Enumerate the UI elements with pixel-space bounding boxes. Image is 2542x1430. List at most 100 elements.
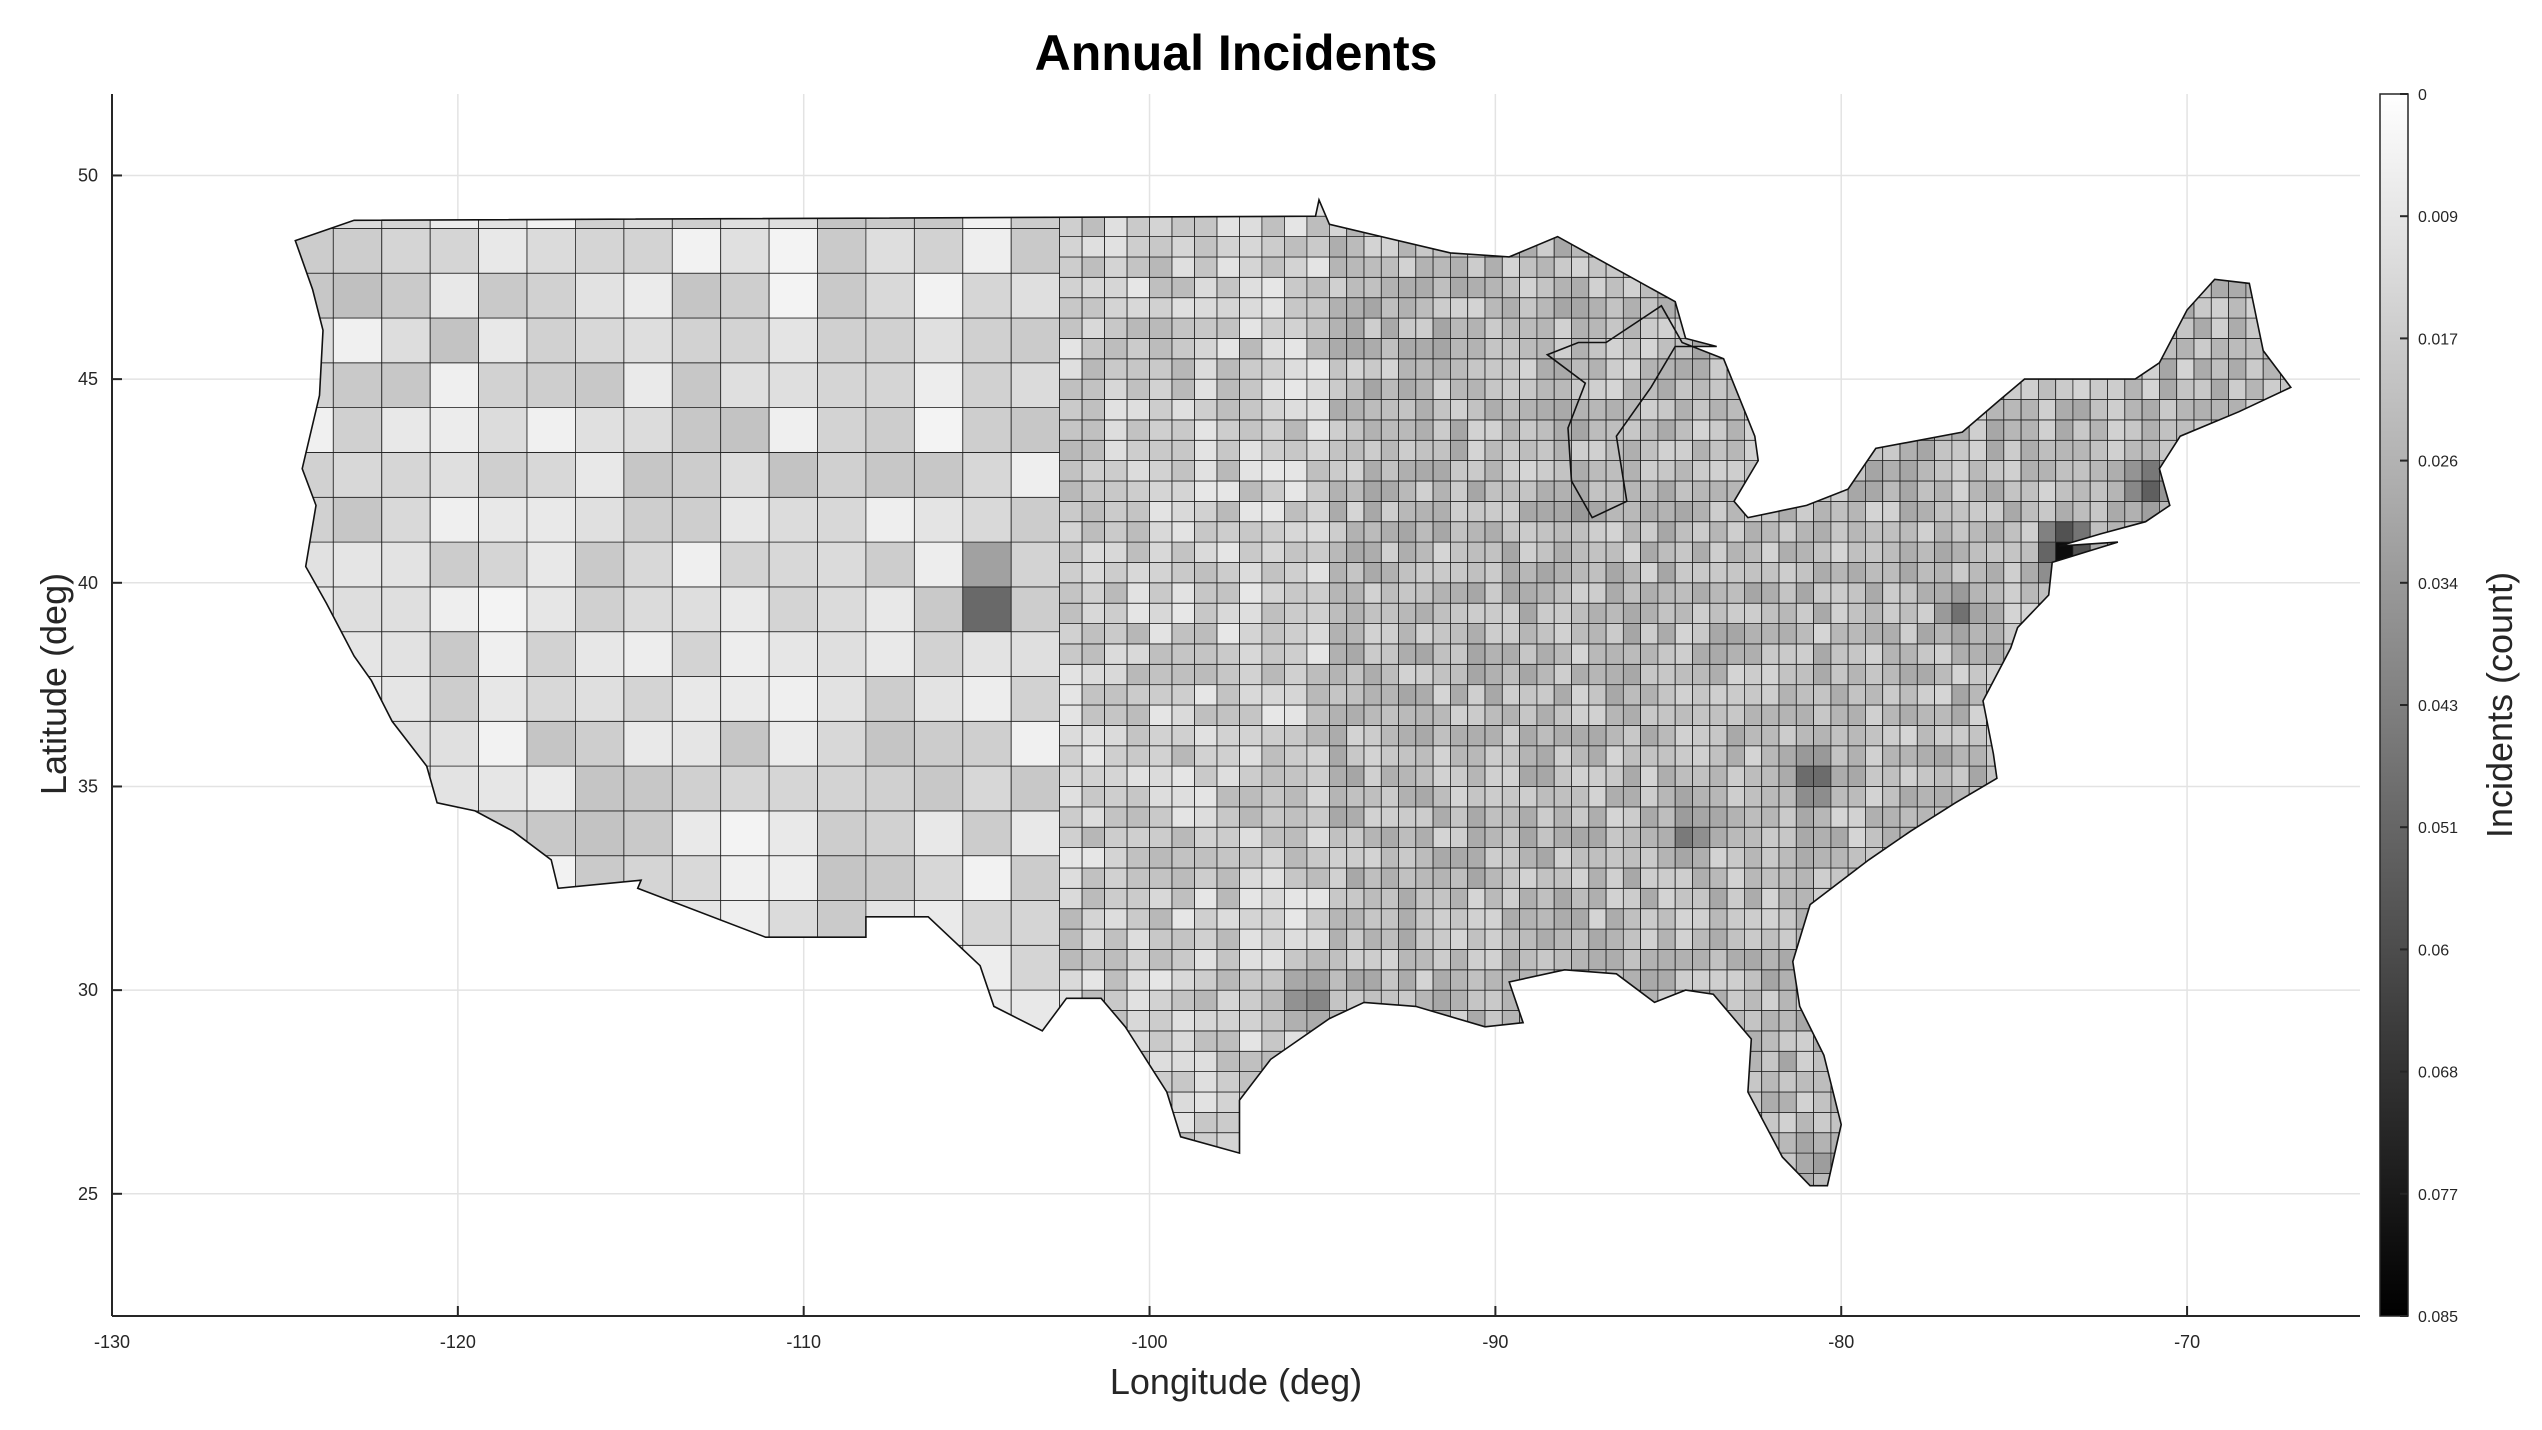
county-cell	[2055, 1091, 2074, 1113]
county-cell	[1588, 684, 1607, 706]
county-cell	[1484, 378, 1503, 400]
county-cell	[1126, 1173, 1150, 1186]
county-cell	[2176, 1050, 2195, 1072]
county-cell	[1865, 1071, 1884, 1093]
county-cell	[2089, 419, 2108, 441]
county-cell	[1450, 337, 1469, 360]
county-cell	[1329, 765, 1348, 787]
county-cell	[1216, 215, 1240, 237]
county-cell	[1986, 969, 2005, 991]
county-cell	[1674, 949, 1693, 971]
county-cell	[1216, 908, 1240, 930]
county-cell	[2020, 1050, 2039, 1072]
county-cell	[1149, 806, 1173, 828]
county-cell	[1916, 317, 1936, 339]
county-cell	[1216, 1091, 1240, 1113]
county-cell	[2072, 500, 2091, 523]
county-cell	[2107, 1111, 2126, 1134]
county-cell	[1519, 663, 1538, 686]
county-cell	[1986, 358, 2005, 380]
county-cell	[1501, 541, 1521, 563]
county-cell	[1726, 562, 1745, 584]
county-cell	[1010, 452, 1061, 498]
county-cell	[1622, 1173, 1642, 1186]
county-cell	[2072, 419, 2091, 441]
county-cell	[2072, 684, 2091, 706]
county-cell	[1778, 419, 1797, 441]
county-cell	[1284, 1111, 1308, 1134]
county-cell	[575, 586, 625, 633]
county-cell	[1059, 337, 1083, 360]
county-cell	[1778, 602, 1797, 625]
county-cell	[2072, 1030, 2091, 1052]
county-cell	[1795, 521, 1815, 543]
county-cell	[1536, 989, 1555, 1011]
county-cell	[1588, 317, 1607, 339]
county-cell	[1916, 745, 1936, 767]
county-cell	[2107, 399, 2126, 421]
county-cell	[1640, 847, 1659, 869]
county-cell	[1484, 317, 1503, 339]
county-cell	[1674, 500, 1693, 523]
county-cell	[1432, 1152, 1451, 1174]
county-cell	[1239, 949, 1263, 971]
county-cell	[671, 586, 722, 633]
county-cell	[2262, 1010, 2281, 1032]
county-cell	[2055, 215, 2074, 237]
county-cell	[1674, 643, 1693, 665]
county-cell	[1501, 663, 1521, 686]
county-cell	[720, 810, 770, 857]
county-cell	[2176, 358, 2195, 380]
county-cell	[1329, 297, 1348, 319]
county-cell	[1239, 1010, 1263, 1032]
county-cell	[2038, 806, 2057, 828]
county-cell	[2158, 1152, 2178, 1174]
county-cell	[1450, 500, 1469, 523]
county-cell	[1149, 1091, 1173, 1113]
county-cell	[817, 1169, 867, 1186]
county-cell	[1795, 602, 1815, 625]
county-cell	[1553, 562, 1572, 584]
county-cell	[2020, 826, 2039, 849]
county-cell	[1674, 887, 1693, 910]
county-cell	[1847, 867, 1866, 889]
county-cell	[1744, 236, 1763, 258]
county-cell	[2228, 337, 2247, 360]
county-cell	[1484, 684, 1503, 706]
county-cell	[1605, 358, 1624, 380]
county-cell	[526, 1034, 576, 1081]
county-cell	[2193, 725, 2212, 747]
county-cell	[1415, 378, 1434, 400]
county-cell	[1847, 1050, 1866, 1072]
county-cell	[1415, 847, 1434, 869]
county-cell	[1622, 541, 1642, 563]
county-cell	[1640, 562, 1659, 584]
county-cell	[1882, 623, 1901, 645]
county-cell	[1830, 378, 1849, 400]
county-cell	[1171, 826, 1195, 849]
county-cell	[1640, 949, 1659, 971]
county-cell	[1126, 643, 1150, 665]
county-cell	[1363, 949, 1382, 971]
county-cell	[1934, 480, 1953, 502]
county-cell	[1363, 562, 1382, 584]
county-cell	[1588, 337, 1607, 360]
county-cell	[1882, 562, 1901, 584]
county-cell	[1813, 989, 1832, 1011]
county-cell	[1778, 989, 1797, 1011]
county-cell	[1363, 297, 1382, 319]
county-cell	[575, 1169, 625, 1186]
county-cell	[2176, 297, 2195, 319]
county-cell	[2245, 602, 2264, 625]
county-cell	[1986, 215, 2005, 237]
county-cell	[1986, 887, 2005, 910]
county-cell	[1622, 199, 1642, 217]
county-cell	[1571, 826, 1590, 849]
county-cell	[1588, 1050, 1607, 1072]
county-cell	[1239, 215, 1263, 237]
county-cell	[1261, 806, 1285, 828]
x-tick-label: -70	[2174, 1332, 2200, 1352]
county-cell	[295, 1034, 334, 1081]
county-cell	[1605, 684, 1624, 706]
county-cell	[1216, 419, 1240, 441]
